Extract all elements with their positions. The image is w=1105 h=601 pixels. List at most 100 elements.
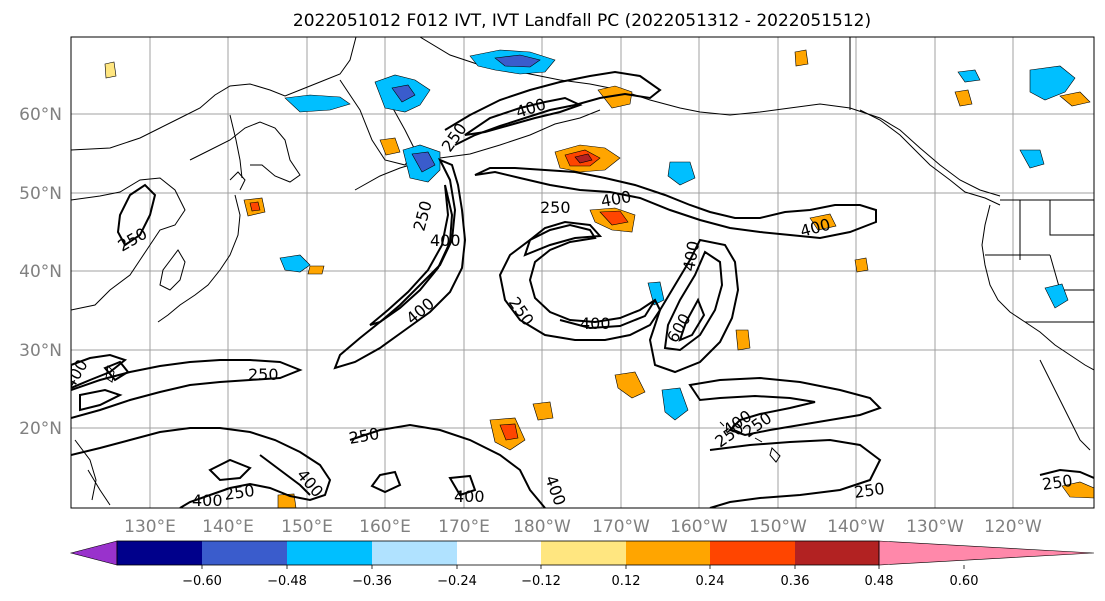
- lon-label: 120°W: [984, 517, 1042, 537]
- colorbar-tick-labels: −0.60 −0.48 −0.36 −0.24 −0.12 0.12 0.24 …: [182, 574, 978, 589]
- pc-positive-blob-mexico: [1061, 481, 1094, 499]
- ivt-contour-250-east-lower: [709, 438, 882, 508]
- coastline-kamchatka: [339, 79, 416, 166]
- lon-label: 170°E: [438, 517, 490, 537]
- lon-label: 150°E: [281, 517, 333, 537]
- latitude-labels: 60°N 50°N 40°N 30°N 20°N: [19, 105, 62, 439]
- map-background: [71, 37, 1094, 508]
- ivt-contour-400-east-filament: [663, 250, 724, 352]
- coastline-okhotsk: [189, 121, 301, 183]
- colorbar-frame: [116, 540, 880, 566]
- ivt-contour-250-east-filament: [648, 238, 740, 374]
- ivt-contour-250-nw-loop: [103, 360, 130, 382]
- pc-negative-blob-central: [647, 281, 665, 306]
- lon-label: 130°W: [906, 517, 964, 537]
- pc-negative-blob-midpacific: [661, 387, 689, 421]
- coastline-hawaii: [719, 421, 781, 463]
- contour-label: 250: [540, 198, 571, 217]
- lat-label: 60°N: [19, 105, 62, 125]
- map-title: 2022051012 F012 IVT, IVT Landfall PC (20…: [293, 11, 871, 31]
- ivt-contour-250-subtropics: [71, 359, 303, 419]
- contour-label: 400: [454, 487, 485, 506]
- pc-positive-blob-bering-sea: [379, 137, 401, 156]
- lat-label: 20°N: [19, 419, 62, 439]
- colorbar-bin: [117, 541, 202, 565]
- coastline-sakhalin: [229, 114, 243, 179]
- colorbar-tick-label: 0.48: [865, 574, 894, 589]
- colorbar-bin: [457, 541, 541, 565]
- colorbar-tick-label: −0.36: [352, 574, 392, 589]
- pc-positive-blob-tropics-3: [532, 401, 554, 421]
- coastline-aleutians: [354, 109, 601, 191]
- pc-negative-blob-okhotsk: [284, 94, 351, 113]
- pc-positive-blob-westpac: [307, 265, 325, 275]
- lon-label: 170°W: [592, 517, 650, 537]
- ivt-contour-250-arc: [474, 167, 877, 240]
- colorbar-bin: [372, 541, 457, 565]
- pc-positive-blob-eastpac: [854, 257, 869, 273]
- colorbar-extend-high: [878, 540, 1095, 566]
- coastline-baja: [1039, 359, 1091, 451]
- lon-label: 140°W: [827, 517, 885, 537]
- pc-positive-blob-northwest: [104, 61, 117, 79]
- pc-negative-blob-northpacific: [667, 161, 696, 186]
- pc-positive-core-japan: [249, 201, 261, 212]
- pc-negative-core-siberia: [391, 84, 416, 103]
- colorbar-tick-label: −0.60: [182, 574, 222, 589]
- colorbar-tick-label: −0.24: [437, 574, 477, 589]
- pc-positive-blob-canada-east: [1059, 91, 1091, 107]
- contour-label: 250: [223, 481, 256, 504]
- pc-positive-blob-gulf-alaska: [954, 89, 973, 107]
- pc-negative-blob-uswest: [1044, 283, 1069, 309]
- ivt-contours: [71, 70, 1094, 508]
- pc-positive-core-tropics-2: [499, 423, 519, 441]
- ivt-contour-250-south-band: [71, 423, 546, 508]
- lat-label: 40°N: [19, 262, 62, 282]
- colorbar-bin: [710, 541, 795, 565]
- ivt-contour-250-east-south: [688, 376, 882, 437]
- pc-negative-blob-canada: [1029, 65, 1076, 101]
- colorbar-tick-label: −0.48: [267, 574, 307, 589]
- map-frame: [70, 36, 1095, 509]
- contour-label: 400: [430, 231, 461, 250]
- lon-label: 150°W: [749, 517, 807, 537]
- colorbar-ticks: [201, 565, 965, 569]
- ivt-contour-400-jet: [464, 96, 583, 136]
- contour-label: 400: [192, 491, 223, 510]
- pc-negative-core-kamchatka: [411, 151, 436, 173]
- pc-positive-blob-northeast: [597, 85, 633, 109]
- ivt-contour-250-jet: [444, 70, 662, 146]
- colorbar-bin: [287, 541, 372, 565]
- ivt-contour-600-east-filament: [678, 297, 706, 342]
- colorbar-bin: [626, 541, 710, 565]
- lat-label: 50°N: [19, 184, 62, 204]
- coastline-korea-peninsula: [159, 249, 186, 291]
- contour-label: 400: [580, 314, 611, 333]
- lat-label: 30°N: [19, 341, 62, 361]
- boundary-us-states: [985, 200, 1094, 323]
- ivt-contour-250-tropics-small: [370, 470, 477, 497]
- lon-label: 140°E: [202, 517, 254, 537]
- pc-positive-blob-dateline: [809, 213, 837, 231]
- coastline-bc-coast: [859, 109, 1001, 206]
- colorbar-tick-label: 0.36: [781, 574, 810, 589]
- ivt-contour-400-west-subtropics: [71, 353, 128, 412]
- coastline-us-west: [981, 204, 1094, 371]
- ivt-pc-shading: [104, 49, 1094, 508]
- pc-positive-blob-canada-north: [794, 49, 809, 67]
- pc-negative-blob-japan-east: [279, 254, 311, 273]
- pc-positive-blob-south: [277, 493, 297, 508]
- ivt-contour-400-west-filament: [369, 184, 454, 326]
- lon-label: 180°W: [513, 517, 571, 537]
- coastline-alaska: [419, 37, 1001, 197]
- coastline-asia-east: [71, 37, 357, 151]
- lon-label: 160°W: [670, 517, 728, 537]
- colorbar: −0.60 −0.48 −0.36 −0.24 −0.12 0.12 0.24 …: [69, 540, 1095, 589]
- coastline-philippines: [74, 439, 111, 506]
- coastlines: [71, 37, 1094, 506]
- pc-negative-blob-alaska: [957, 69, 981, 83]
- map-panel: 400 250 250 400 250 400 400 400 250 400 …: [70, 36, 1095, 510]
- pc-positive-blob-tropics-1: [614, 371, 646, 399]
- contour-label: 250: [1041, 471, 1074, 494]
- ivt-contour-250-northwest: [116, 183, 157, 247]
